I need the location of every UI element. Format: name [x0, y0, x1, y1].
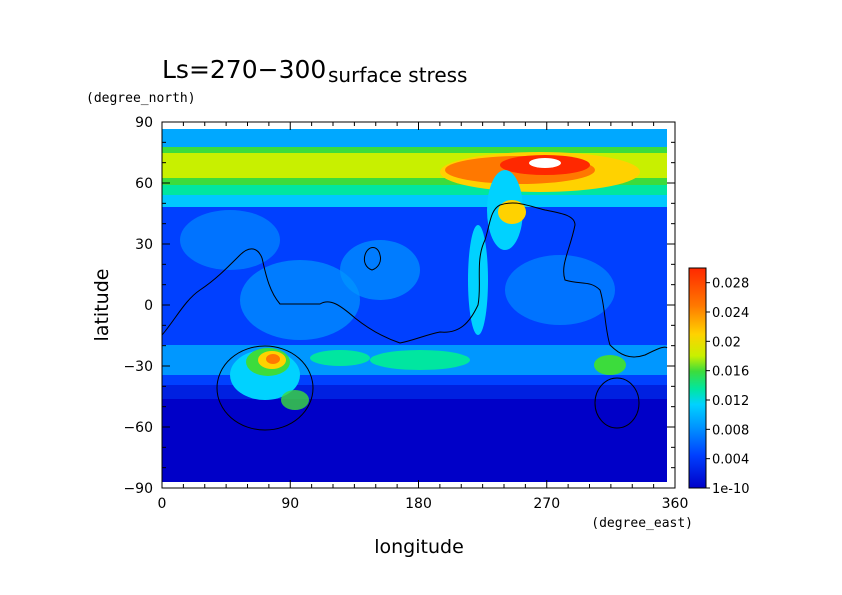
topography-outlines: [162, 202, 668, 431]
x-axis-label: longitude: [374, 536, 464, 558]
y-tick-label: 60: [135, 176, 153, 192]
highland-boundary-outline: [162, 202, 668, 358]
colorbar-tick-label: 0.02: [712, 335, 741, 350]
argyre-outline: [594, 377, 640, 429]
hellas-outline: [216, 345, 314, 431]
colorbar-tick-label: 1e-10: [712, 482, 750, 497]
x-tick-label: 0: [158, 496, 167, 512]
y-tick-label: 90: [135, 115, 153, 131]
patch-11: [281, 390, 309, 410]
y-axis-ticks: 90 60 30 0 −30 −60 −90: [123, 115, 675, 497]
patch-9: [468, 225, 488, 335]
patch-8: [498, 200, 526, 224]
colorbar-tick-label: 0.016: [712, 365, 749, 380]
x-tick-label: 90: [281, 496, 299, 512]
patch-3: [180, 210, 280, 270]
hellas-core: [266, 354, 280, 364]
y-tick-label: −60: [123, 420, 153, 436]
south-low-band: [162, 395, 667, 482]
y-axis-label: latitude: [91, 269, 113, 342]
patch-1: [240, 260, 360, 340]
chart-title: Ls=270−300: [162, 55, 326, 84]
patch-10: [594, 355, 626, 375]
patch-6: [310, 350, 370, 366]
y-axis-units: (degree_north): [86, 91, 196, 106]
north-edge-band: [162, 129, 667, 149]
colorbar-tick-label: 0.024: [712, 306, 749, 321]
x-axis-units: (degree_east): [591, 516, 693, 531]
x-tick-label: 180: [405, 496, 432, 512]
patch-2: [340, 240, 420, 300]
colorbar: [688, 267, 707, 489]
colorbar-tick-label: 0.008: [712, 423, 749, 438]
patch-5: [370, 350, 470, 370]
y-tick-label: 0: [144, 298, 153, 314]
elysium-outline: [363, 247, 381, 271]
colorbar-ticks: 1e-10 0.004 0.008 0.012 0.016 0.02 0.024 0.028: [706, 277, 750, 497]
y-tick-label: 30: [135, 237, 153, 253]
chart-subtitle: surface stress: [328, 63, 467, 87]
north-cyan-band: [162, 195, 667, 207]
stress-field: [162, 122, 675, 488]
colorbar-tick-label: 0.004: [712, 453, 749, 468]
y-tick-label: −30: [123, 359, 153, 375]
patch-4: [505, 255, 615, 325]
colorbar-tick-label: 0.012: [712, 394, 749, 409]
jet-peak: [529, 158, 561, 168]
x-tick-label: 360: [662, 496, 689, 512]
colorbar-tick-label: 0.028: [712, 277, 749, 292]
x-tick-label: 270: [533, 496, 560, 512]
x-axis-ticks: 0 90 180 270 360: [158, 122, 689, 512]
y-tick-label: −90: [123, 481, 153, 497]
